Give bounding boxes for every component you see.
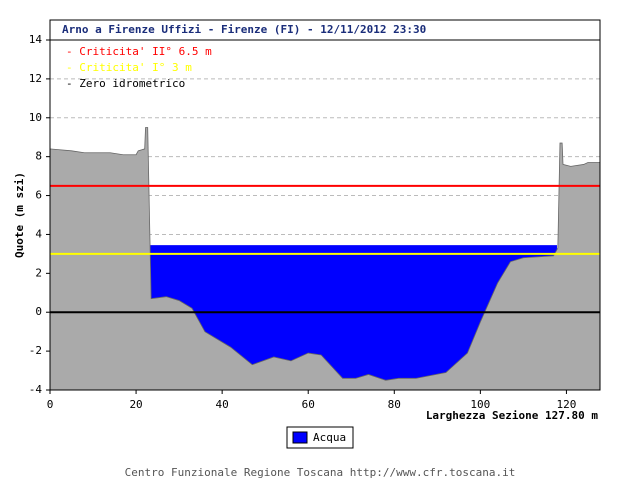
y-tick-label: 0 <box>35 305 42 318</box>
y-tick-label: 4 <box>35 227 42 240</box>
y-tick-label: 6 <box>35 189 42 202</box>
y-tick-label: 2 <box>35 266 42 279</box>
x-tick-label: 80 <box>388 398 401 411</box>
y-tick-label: 12 <box>29 72 42 85</box>
x-tick-label: 60 <box>302 398 315 411</box>
x-tick-label: 100 <box>470 398 490 411</box>
legend-label: Acqua <box>313 431 346 444</box>
x-tick-label: 40 <box>216 398 229 411</box>
x-tick-label: 0 <box>47 398 54 411</box>
threshold-label: - Criticita' I° 3 m <box>66 61 192 74</box>
x-tick-label: 20 <box>129 398 142 411</box>
y-tick-label: 14 <box>29 33 43 46</box>
ground <box>49 127 601 391</box>
footer: Centro Funzionale Regione Toscana http:/… <box>125 466 516 479</box>
y-tick-label: -2 <box>29 344 42 357</box>
threshold-label: - Zero idrometrico <box>66 77 185 90</box>
legend-swatch <box>292 431 308 444</box>
plot-frame <box>49 39 601 391</box>
x-tick-label: 120 <box>556 398 576 411</box>
y-tick-label: -4 <box>29 383 43 396</box>
chart-title: Arno a Firenze Uffizi - Firenze (FI) - 1… <box>62 23 426 36</box>
x-axis-label: Larghezza Sezione 127.80 m <box>426 409 599 422</box>
y-tick-label: 8 <box>35 150 42 163</box>
y-tick-label: 10 <box>29 111 42 124</box>
threshold-label: - Criticita' II° 6.5 m <box>66 45 212 58</box>
y-axis-label: Quote (m szi) <box>13 172 26 258</box>
